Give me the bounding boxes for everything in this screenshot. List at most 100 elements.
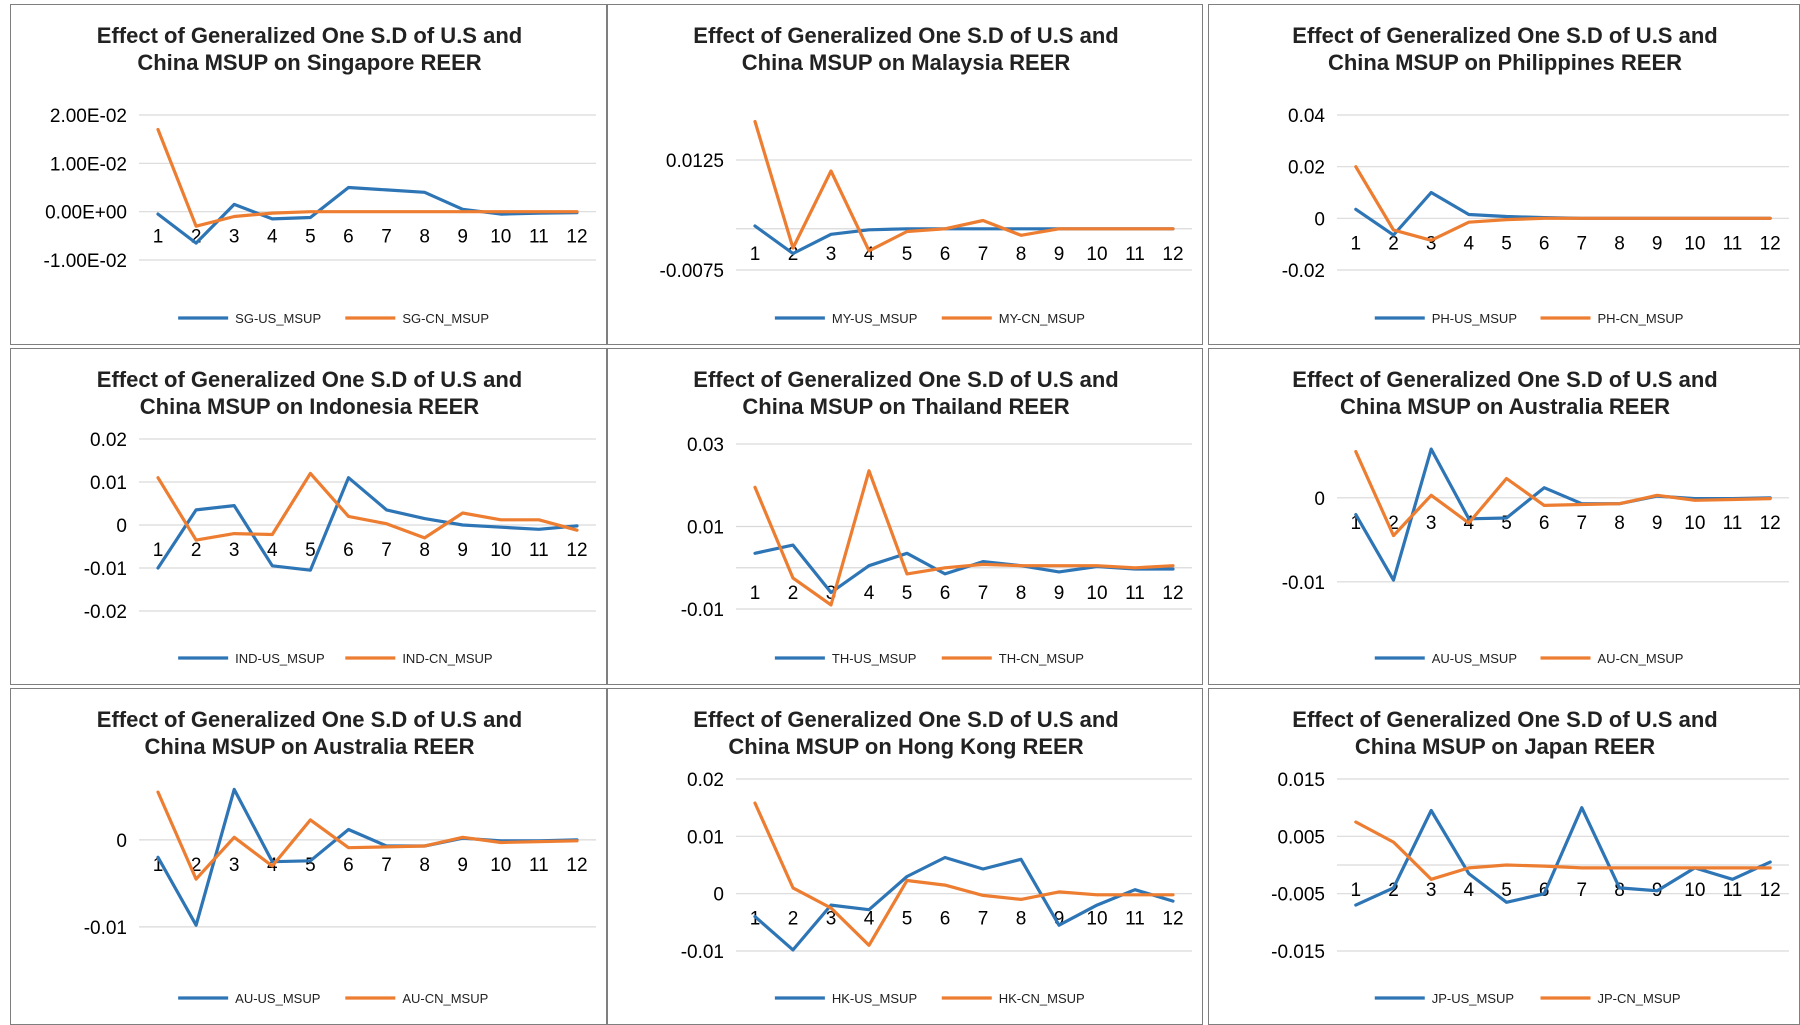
x-tick-label: 1 bbox=[750, 244, 761, 265]
series-line-cn bbox=[156, 790, 579, 881]
legend-label: AU-US_MSUP bbox=[1432, 651, 1517, 666]
x-tick-label: 11 bbox=[1125, 909, 1145, 930]
x-tick-label: 6 bbox=[343, 540, 354, 561]
x-tick-label: 10 bbox=[1684, 233, 1705, 254]
x-tick-label: 10 bbox=[1086, 244, 1107, 265]
y-tick-label: -1.00E-02 bbox=[44, 251, 127, 272]
series-line-cn bbox=[156, 471, 579, 542]
x-tick-label: 6 bbox=[343, 855, 354, 876]
chart-title: China MSUP on Japan REER bbox=[1355, 734, 1655, 759]
x-tick-label: 7 bbox=[978, 244, 989, 265]
legend-label: HK-US_MSUP bbox=[832, 991, 917, 1006]
x-tick-label: 4 bbox=[864, 909, 875, 930]
x-tick-label: 5 bbox=[305, 540, 316, 561]
y-tick-label: -0.01 bbox=[1282, 573, 1325, 594]
x-tick-label: 8 bbox=[419, 227, 430, 248]
x-tick-label: 12 bbox=[566, 855, 587, 876]
legend-label: JP-US_MSUP bbox=[1432, 991, 1514, 1006]
series-line-us bbox=[1354, 190, 1772, 237]
x-tick-label: 12 bbox=[1162, 244, 1183, 265]
x-tick-label: 2 bbox=[191, 227, 202, 248]
legend-label: PH-US_MSUP bbox=[1432, 311, 1517, 326]
legend-label: HK-CN_MSUP bbox=[999, 991, 1085, 1006]
series-line-cn bbox=[753, 801, 1175, 947]
x-tick-label: 6 bbox=[940, 244, 951, 265]
chart-panel-7: Effect of Generalized One S.D of U.S and… bbox=[10, 688, 607, 1025]
x-tick-label: 8 bbox=[419, 855, 430, 876]
series-line-us bbox=[753, 855, 1175, 952]
x-tick-label: 6 bbox=[1539, 513, 1550, 534]
chart-panel-1: Effect of Generalized One S.D of U.S and… bbox=[10, 4, 607, 345]
x-tick-label: 9 bbox=[457, 540, 468, 561]
x-tick-label: 11 bbox=[529, 855, 549, 876]
y-tick-label: 2.00E-02 bbox=[50, 106, 127, 127]
x-tick-label: 6 bbox=[940, 909, 951, 930]
x-tick-label: 2 bbox=[1388, 233, 1399, 254]
chart-title: Effect of Generalized One S.D of U.S and bbox=[1292, 707, 1717, 732]
x-tick-label: 5 bbox=[1501, 880, 1512, 901]
y-tick-label: 0 bbox=[1314, 489, 1325, 510]
x-tick-label: 12 bbox=[1760, 513, 1781, 534]
chart-svg: Effect of Generalized One S.D of U.S and… bbox=[681, 367, 1192, 666]
chart-panel-3: Effect of Generalized One S.D of U.S and… bbox=[1208, 4, 1800, 345]
legend-label: IND-CN_MSUP bbox=[402, 651, 492, 666]
x-tick-label: 11 bbox=[529, 227, 549, 248]
y-tick-label: -0.01 bbox=[681, 942, 724, 963]
chart-svg: Effect of Generalized One S.D of U.S and… bbox=[681, 707, 1192, 1006]
chart-panel-9: Effect of Generalized One S.D of U.S and… bbox=[1208, 688, 1800, 1025]
x-tick-label: 2 bbox=[788, 909, 799, 930]
x-tick-label: 3 bbox=[826, 244, 837, 265]
series-line-us bbox=[156, 787, 579, 927]
y-tick-label: 0 bbox=[116, 831, 127, 852]
legend-label: JP-CN_MSUP bbox=[1598, 991, 1681, 1006]
x-tick-label: 2 bbox=[191, 855, 202, 876]
y-tick-label: 0.03 bbox=[687, 435, 724, 456]
x-tick-label: 3 bbox=[229, 227, 240, 248]
legend-label: TH-US_MSUP bbox=[832, 651, 917, 666]
legend-label: SG-CN_MSUP bbox=[402, 311, 489, 326]
x-tick-label: 9 bbox=[1054, 909, 1065, 930]
chart-title: China MSUP on Australia REER bbox=[1340, 394, 1670, 419]
x-tick-label: 3 bbox=[1426, 880, 1437, 901]
x-tick-label: 8 bbox=[1614, 513, 1625, 534]
x-tick-label: 1 bbox=[1351, 513, 1362, 534]
x-tick-label: 3 bbox=[229, 855, 240, 876]
y-tick-label: 0.02 bbox=[687, 770, 724, 791]
x-tick-label: 1 bbox=[750, 909, 761, 930]
chart-title: China MSUP on Australia REER bbox=[144, 734, 474, 759]
legend-label: AU-CN_MSUP bbox=[1598, 651, 1684, 666]
x-tick-label: 5 bbox=[305, 227, 316, 248]
chart-svg: Effect of Generalized One S.D of U.S and… bbox=[84, 367, 596, 666]
y-tick-label: -0.01 bbox=[681, 600, 724, 621]
y-tick-label: 0.00E+00 bbox=[45, 203, 127, 224]
y-tick-label: 0 bbox=[713, 885, 724, 906]
x-tick-label: 12 bbox=[1760, 880, 1781, 901]
series-line-us bbox=[156, 185, 579, 245]
x-tick-label: 1 bbox=[1351, 880, 1362, 901]
x-tick-label: 6 bbox=[940, 583, 951, 604]
y-tick-label: 0.005 bbox=[1277, 827, 1325, 848]
x-tick-label: 1 bbox=[750, 583, 761, 604]
x-tick-label: 7 bbox=[381, 227, 392, 248]
legend-label: MY-US_MSUP bbox=[832, 311, 917, 326]
x-tick-label: 4 bbox=[1464, 233, 1475, 254]
x-tick-label: 6 bbox=[343, 227, 354, 248]
legend-label: SG-US_MSUP bbox=[235, 311, 321, 326]
y-tick-label: -0.01 bbox=[84, 559, 127, 580]
legend-label: IND-US_MSUP bbox=[235, 651, 325, 666]
x-tick-label: 5 bbox=[902, 909, 913, 930]
x-tick-label: 10 bbox=[1086, 583, 1107, 604]
x-tick-label: 2 bbox=[1388, 513, 1399, 534]
chart-title: Effect of Generalized One S.D of U.S and bbox=[693, 23, 1118, 48]
y-tick-label: 0.02 bbox=[1288, 158, 1325, 179]
x-tick-label: 9 bbox=[1054, 244, 1065, 265]
chart-title: Effect of Generalized One S.D of U.S and bbox=[97, 707, 522, 732]
chart-panel-4: Effect of Generalized One S.D of U.S and… bbox=[10, 348, 607, 685]
x-tick-label: 8 bbox=[1614, 880, 1625, 901]
x-tick-label: 2 bbox=[191, 540, 202, 561]
y-tick-label: -0.015 bbox=[1271, 942, 1325, 963]
y-tick-label: -0.02 bbox=[1282, 261, 1325, 282]
x-tick-label: 10 bbox=[1086, 909, 1107, 930]
x-tick-label: 11 bbox=[1125, 583, 1145, 604]
x-tick-label: 12 bbox=[1760, 233, 1781, 254]
